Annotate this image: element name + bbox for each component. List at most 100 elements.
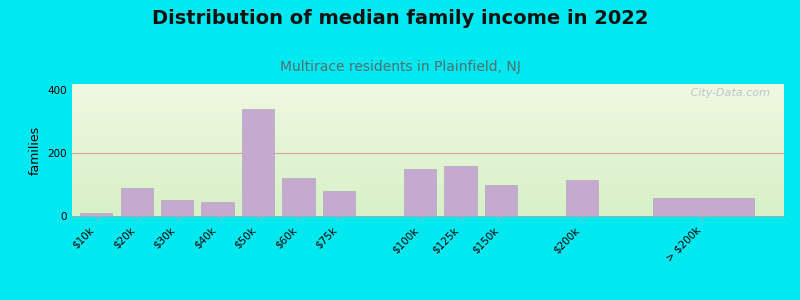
Bar <box>72 157 784 158</box>
Bar <box>282 178 314 216</box>
Bar <box>72 140 784 141</box>
Bar <box>72 122 784 124</box>
Bar <box>72 150 784 151</box>
Bar <box>72 98 784 100</box>
Text: Distribution of median family income in 2022: Distribution of median family income in … <box>152 9 648 28</box>
Bar <box>72 109 784 110</box>
Bar <box>72 183 784 184</box>
Bar <box>72 120 784 121</box>
Bar <box>242 109 274 216</box>
Bar <box>72 114 784 116</box>
Y-axis label: families: families <box>29 125 42 175</box>
Bar <box>72 142 784 143</box>
Bar <box>72 92 784 93</box>
Bar <box>72 192 784 194</box>
Bar <box>72 138 784 140</box>
Bar <box>72 182 784 183</box>
Bar <box>72 158 784 159</box>
Bar <box>72 162 784 163</box>
Bar <box>202 202 234 216</box>
Bar <box>72 204 784 206</box>
Bar <box>72 186 784 187</box>
Bar <box>72 116 784 117</box>
Bar <box>72 180 784 182</box>
Bar <box>72 212 784 213</box>
Bar <box>72 129 784 130</box>
Bar <box>485 184 517 216</box>
Bar <box>72 124 784 125</box>
Bar <box>72 203 784 204</box>
Bar <box>72 202 784 203</box>
Bar <box>72 166 784 167</box>
Bar <box>72 125 784 126</box>
Bar <box>72 143 784 145</box>
Bar <box>72 130 784 131</box>
Bar <box>72 131 784 133</box>
Bar <box>72 154 784 155</box>
Bar <box>72 197 784 199</box>
Bar <box>72 89 784 91</box>
Bar <box>72 126 784 128</box>
Bar <box>72 151 784 153</box>
Bar <box>72 105 784 106</box>
Bar <box>72 87 784 88</box>
Text: Multirace residents in Plainfield, NJ: Multirace residents in Plainfield, NJ <box>280 60 520 74</box>
Bar <box>566 180 598 216</box>
Bar <box>72 169 784 170</box>
Bar <box>72 153 784 154</box>
Bar <box>72 113 784 114</box>
Bar <box>72 159 784 160</box>
Bar <box>72 208 784 209</box>
Bar <box>72 91 784 92</box>
Bar <box>161 200 194 216</box>
Bar <box>72 178 784 179</box>
Bar <box>72 200 784 202</box>
Bar <box>72 110 784 112</box>
Bar <box>72 211 784 212</box>
Bar <box>72 176 784 178</box>
Bar <box>72 191 784 192</box>
Bar <box>72 194 784 195</box>
Bar <box>72 134 784 136</box>
Bar <box>72 188 784 190</box>
Bar <box>72 199 784 200</box>
Bar <box>72 104 784 105</box>
Bar <box>72 97 784 98</box>
Bar <box>72 145 784 146</box>
Bar <box>72 94 784 96</box>
Bar <box>72 172 784 174</box>
Bar <box>72 93 784 94</box>
Bar <box>72 170 784 171</box>
Bar <box>72 160 784 162</box>
Bar <box>72 136 784 137</box>
Bar <box>72 195 784 196</box>
Bar <box>444 166 477 216</box>
Bar <box>72 149 784 150</box>
Bar <box>72 215 784 216</box>
Bar <box>72 85 784 87</box>
Bar <box>72 133 784 134</box>
Bar <box>72 175 784 176</box>
Bar <box>323 191 355 216</box>
Bar <box>72 117 784 118</box>
Bar <box>72 207 784 208</box>
Bar <box>404 169 436 216</box>
Bar <box>72 100 784 101</box>
Bar <box>72 167 784 169</box>
Bar <box>72 101 784 103</box>
Bar <box>72 171 784 172</box>
Bar <box>72 108 784 109</box>
Text: City-Data.com: City-Data.com <box>686 88 770 98</box>
Bar <box>72 146 784 147</box>
Bar <box>72 184 784 186</box>
Bar <box>72 187 784 188</box>
Bar <box>72 88 784 89</box>
Bar <box>72 106 784 108</box>
Bar <box>72 118 784 120</box>
Bar <box>72 84 784 85</box>
Bar <box>72 141 784 142</box>
Bar <box>72 96 784 97</box>
Bar <box>72 179 784 180</box>
Bar <box>121 188 153 216</box>
Bar <box>80 214 113 216</box>
